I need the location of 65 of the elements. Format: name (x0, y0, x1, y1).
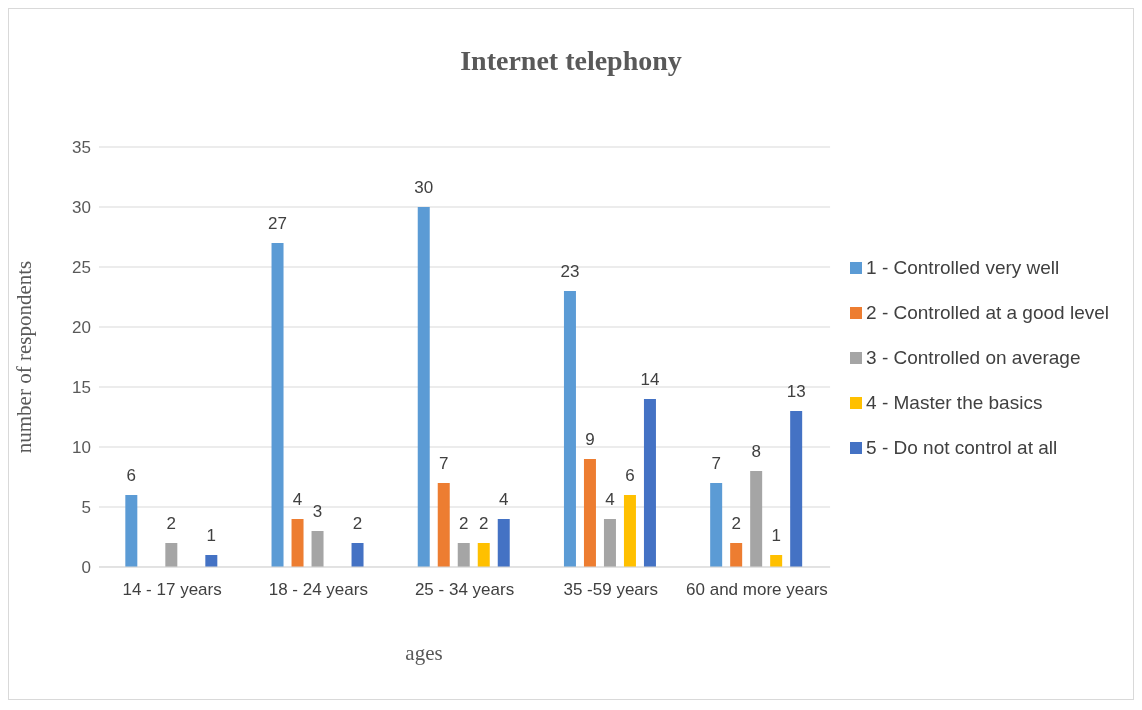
x-tick-label: 18 - 24 years (268, 580, 368, 600)
bar (770, 555, 783, 567)
bar (623, 495, 636, 567)
bar (730, 543, 743, 567)
bar (497, 519, 510, 567)
data-label: 6 (625, 466, 635, 485)
data-label: 4 (605, 490, 615, 509)
x-tick-label: 14 - 17 years (122, 580, 222, 600)
data-label: 2 (731, 514, 741, 533)
data-label: 7 (439, 454, 449, 473)
y-tick-label: 10 (72, 438, 91, 458)
y-tick-label: 20 (72, 318, 91, 338)
data-label: 3 (312, 502, 323, 521)
bar (417, 207, 430, 567)
data-label: 2 (459, 514, 469, 533)
bar (271, 243, 284, 567)
data-label: 6 (126, 466, 137, 485)
legend-label: 1 - Controlled very well (866, 256, 1060, 278)
y-tick-label: 0 (81, 558, 91, 578)
data-label: 1 (771, 526, 781, 545)
y-tick-label: 15 (72, 378, 91, 398)
x-axis-title: ages (404, 641, 444, 666)
data-label: 1 (206, 526, 217, 545)
y-tick-label: 30 (72, 198, 91, 218)
data-label: 30 (414, 178, 434, 197)
bar (437, 483, 450, 567)
x-tick-label: 25 - 34 years (414, 580, 515, 600)
bar (643, 399, 656, 567)
data-label: 14 (640, 370, 660, 389)
legend-label: 3 - Controlled on average (866, 346, 1081, 368)
bar (351, 543, 364, 567)
data-label: 8 (751, 442, 761, 461)
x-tick-label: 60 and more years (686, 580, 828, 600)
data-label: 2 (352, 514, 363, 533)
bar (457, 543, 470, 567)
y-tick-label: 35 (72, 138, 91, 158)
data-label: 9 (585, 430, 595, 449)
bar (583, 459, 596, 567)
y-tick-label: 25 (72, 258, 91, 278)
y-tick-label: 5 (81, 498, 91, 518)
data-label: 13 (786, 382, 806, 401)
bar (125, 495, 138, 567)
bar (790, 411, 803, 567)
legend-label: 2 - Controlled at a good level (866, 301, 1109, 323)
bar (165, 543, 178, 567)
bar (477, 543, 490, 567)
bar (205, 555, 218, 567)
data-label: 4 (292, 490, 303, 509)
bar (603, 519, 616, 567)
data-label: 7 (711, 454, 721, 473)
legend-label: 5 - Do not control at all (866, 436, 1058, 458)
bar (563, 291, 576, 567)
chart-title: Internet telephony (459, 44, 683, 77)
legend-label: 4 - Master the basics (866, 391, 1043, 413)
data-label: 2 (479, 514, 489, 533)
bar (710, 483, 723, 567)
data-label: 2 (166, 514, 177, 533)
y-axis-title: number of respondents (12, 260, 37, 454)
bar (750, 471, 763, 567)
bar (311, 531, 324, 567)
data-label: 23 (560, 262, 580, 281)
bar (291, 519, 304, 567)
data-label: 4 (499, 490, 509, 509)
x-tick-label: 35 -59 years (563, 580, 658, 600)
data-label: 27 (268, 214, 287, 233)
